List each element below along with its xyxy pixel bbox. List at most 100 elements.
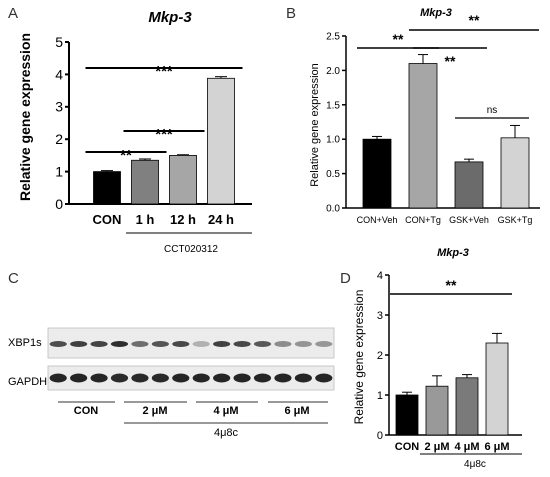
blot-band-gapdh <box>110 373 129 383</box>
chart-d-x-tick-label: CON <box>395 441 420 453</box>
blot-band-xbp1s <box>172 341 190 347</box>
blot-band-xbp1s <box>110 341 129 347</box>
blot-band-xbp1s <box>294 341 312 347</box>
chart-d-y-tick-label: 4 <box>377 270 383 282</box>
blot-band-xbp1s <box>315 341 333 347</box>
chart-a-group-label: CCT020312 <box>164 244 218 255</box>
chart-d: Mkp-3 Relative gene expression 0 1 2 3 4 CON 2… <box>352 247 522 470</box>
blot-row-label-xbp1s: XBP1s <box>8 337 42 349</box>
chart-b-x-tick-label: GSK+Veh <box>449 215 489 225</box>
chart-b-x-tick-label: GSK+Tg <box>498 215 533 225</box>
blot-band-xbp1s <box>131 341 149 347</box>
chart-a-x-tick-label: 12 h <box>170 212 196 227</box>
chart-d-x-tick-label: 6 μM <box>484 441 509 453</box>
blot-band-gapdh <box>131 373 149 383</box>
blot-band-xbp1s <box>274 341 292 347</box>
chart-b-title: Mkp-3 <box>420 7 452 19</box>
panel-label-d: D <box>340 270 351 287</box>
chart-a-title: Mkp-3 <box>148 9 192 26</box>
western-blot: XBP1s GAPDH CON 2 μM 4 μM 6 μM 4μ8c <box>8 327 335 439</box>
blot-band-xbp1s <box>213 341 231 347</box>
chart-a-y-tick-label: 2 <box>55 131 63 147</box>
chart-d-bar <box>455 377 479 436</box>
chart-b: Mkp-3 Relative gene expression 0.0 0.5 1.0… <box>309 7 540 225</box>
blot-band-xbp1s <box>90 341 108 347</box>
blot-band-xbp1s <box>233 341 251 347</box>
blot-band-gapdh <box>192 373 210 383</box>
chart-a-bar <box>169 154 197 205</box>
chart-b-significance-label: ** <box>469 12 480 28</box>
blot-group-label: 4μ8c <box>214 427 239 439</box>
chart-a-y-tick-label: 0 <box>55 196 63 212</box>
chart-b-y-tick-label: 1.5 <box>326 100 340 111</box>
chart-b-bar <box>362 138 392 209</box>
chart-d-title: Mkp-3 <box>437 247 469 259</box>
chart-a-bar <box>207 77 235 205</box>
chart-d-y-tick-label: 3 <box>377 310 383 322</box>
blot-band-gapdh <box>274 373 292 383</box>
chart-b-y-tick-label: 0.0 <box>326 204 340 215</box>
blot-membrane-xbp1s <box>47 327 335 359</box>
blot-band-gapdh <box>233 373 251 383</box>
chart-b-y-tick-label: 1.0 <box>326 135 340 146</box>
chart-a-x-tick-label: 1 h <box>136 212 155 227</box>
chart-a-y-tick-label: 1 <box>55 164 63 180</box>
blot-band-xbp1s <box>49 341 67 347</box>
blot-band-gapdh <box>213 373 231 383</box>
chart-d-group-label: 4μ8c <box>464 459 486 470</box>
chart-d-bar <box>485 342 509 436</box>
chart-a-bar <box>93 171 121 205</box>
chart-d-ylabel: Relative gene expression <box>352 290 366 425</box>
chart-b-y-tick-label: 0.5 <box>326 169 340 180</box>
blot-group-label-4um: 4 μM <box>213 405 238 417</box>
chart-b-plot: 0.0 0.5 1.0 1.5 2.0 2.5 CON+Veh CON+Tg GSK+Veh GS… <box>326 12 540 225</box>
blot-band-xbp1s <box>70 341 88 347</box>
chart-d-bar <box>425 385 449 436</box>
panel-label-a: A <box>8 5 18 22</box>
chart-d-plot: 0 1 2 3 4 CON 2 μM 4 μM 6 μM ** <box>377 270 522 455</box>
chart-d-y-tick-label: 1 <box>377 390 383 402</box>
chart-d-x-tick-label: 4 μM <box>454 441 479 453</box>
blot-band-xbp1s <box>253 341 272 347</box>
blot-band-gapdh <box>70 373 88 383</box>
chart-a-bar <box>131 159 159 205</box>
blot-membranes <box>47 327 335 391</box>
chart-b-bar <box>500 137 530 209</box>
blot-group-label-con: CON <box>74 405 99 417</box>
chart-d-x-tick-label: 2 μM <box>424 441 449 453</box>
chart-a-significance-label: ** <box>120 147 132 164</box>
blot-band-gapdh <box>151 373 169 383</box>
chart-d-y-tick-label: 2 <box>377 350 383 362</box>
chart-a-significance-label: *** <box>155 63 173 80</box>
chart-b-significance-label: ** <box>393 31 404 47</box>
chart-d-significance-label: ** <box>446 277 457 293</box>
blot-band-gapdh <box>172 373 190 383</box>
blot-group-label-6um: 6 μM <box>284 405 309 417</box>
chart-a-y-tick-label: 4 <box>55 66 63 82</box>
chart-a-x-tick-label: 24 h <box>208 212 234 227</box>
blot-band-gapdh <box>315 373 333 383</box>
chart-a-ylabel: Relative gene expression <box>17 33 33 201</box>
blot-band-gapdh <box>253 373 272 383</box>
chart-d-y-tick-label: 0 <box>377 430 383 442</box>
blot-band-xbp1s <box>151 341 169 347</box>
panel-label-b: B <box>286 5 296 22</box>
chart-d-bar <box>395 394 419 436</box>
blot-band-xbp1s <box>192 341 210 347</box>
chart-a: Mkp-3 Relative gene expression 0 1 2 3 4 5 CON… <box>17 9 252 255</box>
chart-b-y-tick-label: 2.0 <box>326 66 340 77</box>
chart-b-x-tick-label: CON+Veh <box>357 215 398 225</box>
blot-band-gapdh <box>294 373 312 383</box>
chart-b-significance-label: ** <box>445 53 456 69</box>
chart-a-x-tick-label: CON <box>93 212 122 227</box>
blot-row-label-gapdh: GAPDH <box>8 376 47 388</box>
chart-a-y-tick-label: 3 <box>55 99 63 115</box>
chart-b-x-tick-label: CON+Tg <box>405 215 441 225</box>
blot-band-gapdh <box>49 373 67 383</box>
chart-b-bar <box>408 63 438 209</box>
chart-b-significance-label: ns <box>487 105 498 116</box>
chart-b-bar <box>454 161 484 209</box>
blot-band-gapdh <box>90 373 108 383</box>
